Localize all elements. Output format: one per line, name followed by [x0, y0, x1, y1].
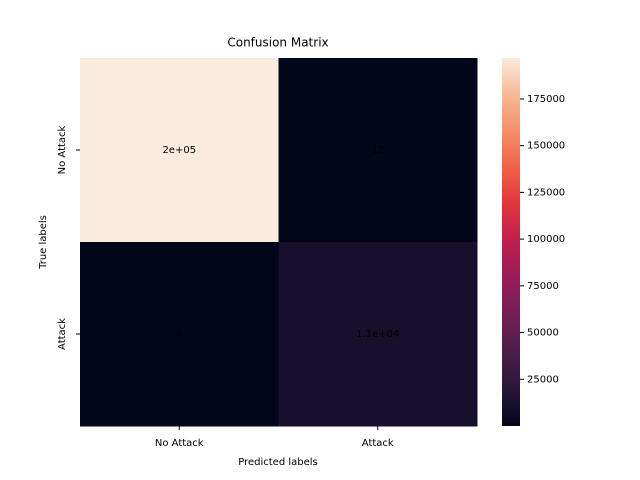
colorbar-tick-label: 25000 — [527, 374, 559, 385]
colorbar-tick-label: 175000 — [527, 94, 565, 105]
colorbar-tick-label: 50000 — [527, 328, 559, 339]
y-axis-label: True labels — [38, 215, 49, 270]
chart-title: Confusion Matrix — [227, 36, 328, 50]
heatmap-cell — [80, 242, 279, 427]
colorbar-tick-label: 150000 — [527, 141, 565, 152]
colorbar-tick-label: 100000 — [527, 234, 565, 245]
cell-label: 12 — [371, 145, 384, 156]
y-tick-label: Attack — [57, 318, 68, 350]
colorbar — [502, 58, 520, 426]
heatmap-cell — [80, 58, 279, 243]
heatmap-cell — [278, 58, 478, 243]
x-tick-label: Attack — [362, 438, 394, 449]
cell-label: 4 — [176, 329, 182, 340]
cell-label: 1.1e+04 — [356, 329, 399, 340]
y-tick-label: No Attack — [57, 125, 68, 174]
colorbar-tick-label: 75000 — [527, 281, 559, 292]
x-axis-label: Predicted labels — [238, 457, 318, 468]
colorbar-tick-label: 125000 — [527, 187, 565, 198]
cell-label: 2e+05 — [162, 145, 196, 156]
heatmap-cell — [278, 242, 478, 427]
x-tick-label: No Attack — [155, 438, 204, 449]
